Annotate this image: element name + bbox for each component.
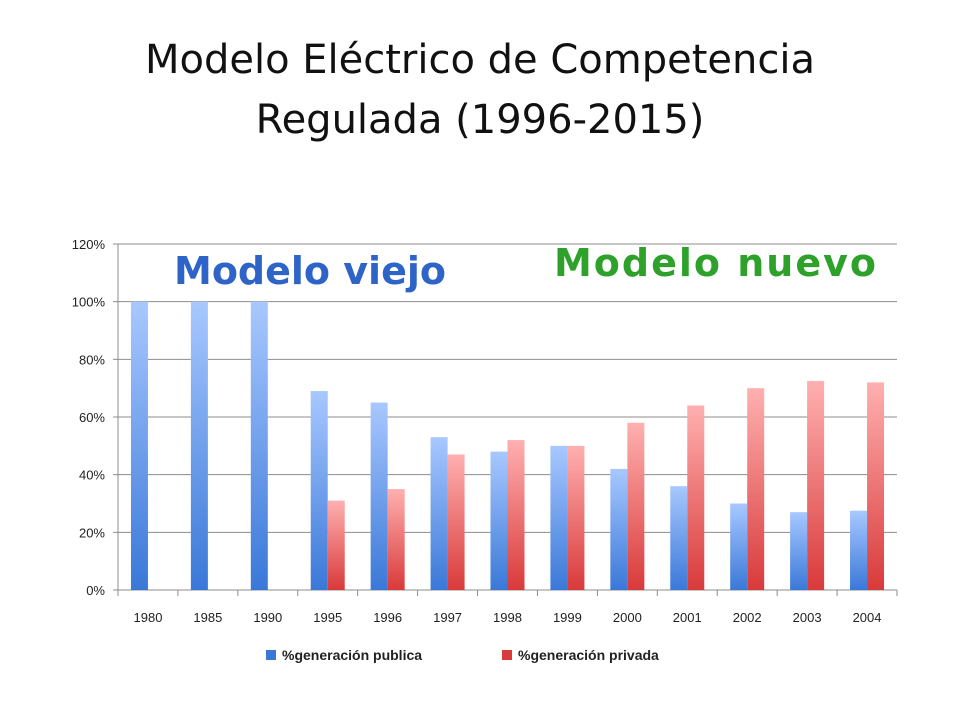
x-tick-label: 2004 (853, 610, 882, 625)
title-line-1: Modelo Eléctrico de Competencia (144, 37, 816, 83)
bar-publica (430, 437, 448, 590)
y-tick-label: 40% (79, 468, 105, 483)
y-tick-label: 0% (86, 583, 105, 598)
callout-modelo-nuevo: Modelo nuevo (554, 241, 878, 285)
bar-publica (130, 301, 148, 590)
bar-publica (190, 301, 208, 590)
callout-modelo-viejo: Modelo viejo (174, 249, 446, 293)
x-tick-label: 1990 (253, 610, 282, 625)
x-tick-label: 1998 (493, 610, 522, 625)
legend-swatch-publica (266, 650, 276, 660)
bar-privada (507, 440, 525, 590)
x-tick-label: 1996 (373, 610, 402, 625)
bar-publica (790, 512, 808, 590)
bar-publica (610, 468, 628, 590)
bar-publica (250, 301, 268, 590)
axes: 0% 20% 40% 60% 80% 100% 120% 1980 1985 1990 1995 19… (72, 237, 898, 625)
x-tick-label: 1985 (193, 610, 222, 625)
bar-privada (747, 388, 765, 590)
bar-privada (807, 380, 825, 590)
x-tick-label: 2003 (793, 610, 822, 625)
legend-label-publica: %generación publica (282, 647, 422, 663)
title-line-2: Regulada (1996-2015) (255, 97, 705, 143)
x-tick-label: 2002 (733, 610, 762, 625)
callouts: Modelo viejo Modelo nuevo (173, 240, 878, 294)
y-tick-label: 100% (72, 295, 106, 310)
bar-publica (550, 445, 568, 590)
bars (130, 301, 885, 590)
x-tick-label: 1995 (313, 610, 342, 625)
bar-privada (567, 445, 585, 590)
bar-privada (627, 422, 645, 590)
bar-privada (387, 489, 405, 590)
y-tick-label: 120% (72, 237, 106, 252)
bar-publica (310, 391, 328, 590)
bar-privada (327, 500, 345, 590)
bar-publica (490, 451, 508, 590)
bar-publica (670, 486, 688, 590)
legend-swatch-privada (502, 650, 512, 660)
x-tick-label: 1980 (134, 610, 163, 625)
x-tick-label: 2001 (673, 610, 702, 625)
bar-privada (687, 405, 705, 590)
y-tick-label: 80% (79, 352, 105, 367)
x-tick-label: 2000 (613, 610, 642, 625)
legend: %generación publica %generación privada (266, 647, 659, 663)
bar-privada (867, 382, 885, 590)
y-tick-label: 60% (79, 410, 105, 425)
bar-publica (370, 402, 388, 590)
bar-privada (447, 454, 465, 590)
y-tick-label: 20% (79, 525, 105, 540)
legend-label-privada: %generación privada (518, 647, 659, 663)
x-tick-label: 1999 (553, 610, 582, 625)
bar-publica (730, 503, 748, 590)
bar-publica (850, 510, 868, 590)
slide-title: Modelo Eléctrico de Competencia Regulada… (0, 30, 960, 150)
x-tick-label: 1997 (433, 610, 462, 625)
